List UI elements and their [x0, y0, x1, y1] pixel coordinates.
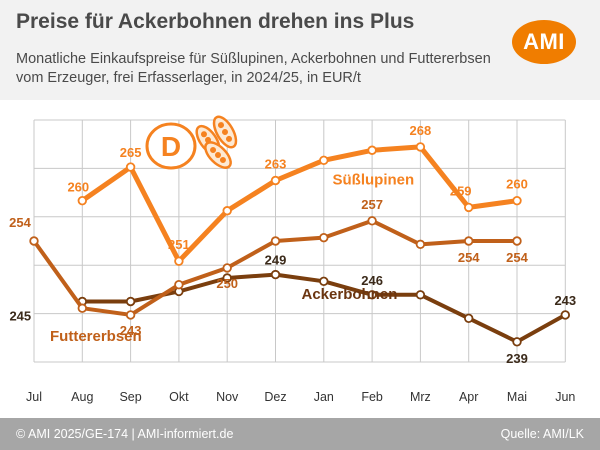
data-label-futtererbsen: 257 — [361, 197, 383, 212]
data-point-s-lupinen — [367, 145, 377, 155]
d-badge: D — [145, 115, 238, 170]
x-tick-label: Mai — [507, 390, 527, 404]
data-point-futtererbsen — [512, 236, 522, 246]
x-tick-label: Jan — [314, 390, 334, 404]
chart-subtitle: Monatliche Einkaufspreise für Süßlupinen… — [16, 50, 516, 88]
x-axis: Jul Aug Sep Okt Nov Dez Jan Feb Mrz Apr Mai Jun — [26, 390, 575, 404]
line-chart: D 260 265 251 263 268 259 260 245 249 246 239 243 25… — [9, 115, 576, 404]
data-point-ackerbohnen — [464, 313, 474, 324]
data-point-ackerbohnen — [512, 337, 522, 347]
x-tick-label: Jul — [26, 390, 42, 404]
data-point-futtererbsen — [77, 303, 87, 313]
data-point-s-lupinen — [270, 175, 281, 186]
x-tick-label: Dez — [264, 390, 286, 404]
x-tick-label: Aug — [71, 390, 93, 404]
data-point-ackerbohnen — [560, 310, 570, 320]
series-name-label: Süßlupinen — [333, 172, 415, 189]
data-point-ackerbohnen — [415, 290, 426, 300]
data-label-ackerbohnen: 239 — [506, 351, 528, 366]
beans-icon — [195, 115, 238, 169]
x-tick-label: Jun — [555, 390, 575, 404]
x-tick-label: Mrz — [410, 390, 431, 404]
chart-title: Preise für Ackerbohnen drehen ins Plus — [16, 10, 415, 33]
series-name-label: Futtererbsen — [50, 328, 142, 345]
data-point-futtererbsen — [222, 263, 232, 273]
data-point-futtererbsen — [464, 236, 474, 246]
data-label-s-lupinen: 260 — [67, 180, 89, 195]
data-point-futtererbsen — [270, 236, 281, 246]
chart-area: D 260 265 251 263 268 259 260 245 249 246 239 243 25… — [0, 100, 600, 418]
data-point-ackerbohnen — [125, 296, 136, 307]
subtitle-line-1: Monatliche Einkaufspreise für Süßlupinen… — [16, 51, 491, 67]
data-point-futtererbsen — [319, 232, 329, 243]
d-badge-circle — [145, 122, 197, 170]
source: Quelle: AMI/LK — [500, 427, 584, 441]
data-label-s-lupinen: 259 — [450, 183, 472, 198]
x-tick-label: Feb — [361, 390, 383, 404]
data-point-futtererbsen — [29, 236, 39, 246]
data-label-s-lupinen: 251 — [168, 237, 190, 252]
data-point-s-lupinen — [464, 202, 474, 213]
subtitle-line-2: vom Erzeuger, frei Erfasserlager, in 202… — [16, 70, 361, 86]
data-label-futtererbsen: 254 — [458, 250, 480, 265]
data-labels: 260 265 251 263 268 259 260 245 249 246 239 243 254 2… — [9, 123, 576, 366]
data-label-ackerbohnen: 245 — [9, 309, 31, 324]
data-point-s-lupinen — [415, 142, 426, 152]
data-point-futtererbsen — [415, 239, 426, 250]
series-name-label: Ackerbohnen — [302, 286, 398, 303]
data-point-s-lupinen — [125, 162, 136, 172]
series — [29, 142, 570, 347]
series-line-s-lupinen — [79, 144, 520, 264]
data-label-futtererbsen: 254 — [506, 250, 528, 265]
data-label-ackerbohnen: 246 — [361, 273, 383, 288]
data-label-futtererbsen: 250 — [216, 276, 238, 291]
d-badge-letter: D — [161, 131, 181, 162]
data-label-futtererbsen: 243 — [120, 323, 142, 338]
data-point-futtererbsen — [367, 216, 377, 226]
data-point-s-lupinen — [77, 195, 87, 206]
x-tick-label: Apr — [459, 390, 478, 404]
data-label-futtererbsen: 254 — [9, 215, 31, 230]
data-label-s-lupinen: 265 — [120, 145, 142, 160]
x-tick-label: Sep — [119, 390, 141, 404]
data-point-s-lupinen — [174, 256, 184, 266]
data-label-s-lupinen: 260 — [506, 177, 528, 192]
data-point-s-lupinen — [512, 195, 522, 206]
data-point-s-lupinen — [222, 206, 232, 216]
data-label-s-lupinen: 268 — [410, 123, 432, 138]
x-tick-label: Nov — [216, 390, 239, 404]
data-point-futtererbsen — [125, 310, 136, 320]
ami-logo: AMI — [512, 20, 576, 64]
data-label-s-lupinen: 263 — [265, 157, 287, 172]
data-point-ackerbohnen — [319, 276, 329, 287]
data-point-ackerbohnen — [270, 269, 281, 280]
data-point-s-lupinen — [319, 155, 329, 166]
data-label-ackerbohnen: 249 — [265, 253, 287, 268]
data-point-ackerbohnen — [367, 290, 377, 300]
copyright: © AMI 2025/GE-174 | AMI-informiert.de — [16, 427, 234, 441]
data-point-ackerbohnen — [222, 273, 232, 283]
data-label-ackerbohnen: 243 — [554, 293, 576, 308]
series-names: Süßlupinen Ackerbohnen Futtererbsen — [50, 172, 414, 346]
x-tick-label: Okt — [169, 390, 189, 404]
footer: © AMI 2025/GE-174 | AMI-informiert.de Qu… — [0, 418, 600, 450]
data-point-futtererbsen — [174, 279, 184, 290]
